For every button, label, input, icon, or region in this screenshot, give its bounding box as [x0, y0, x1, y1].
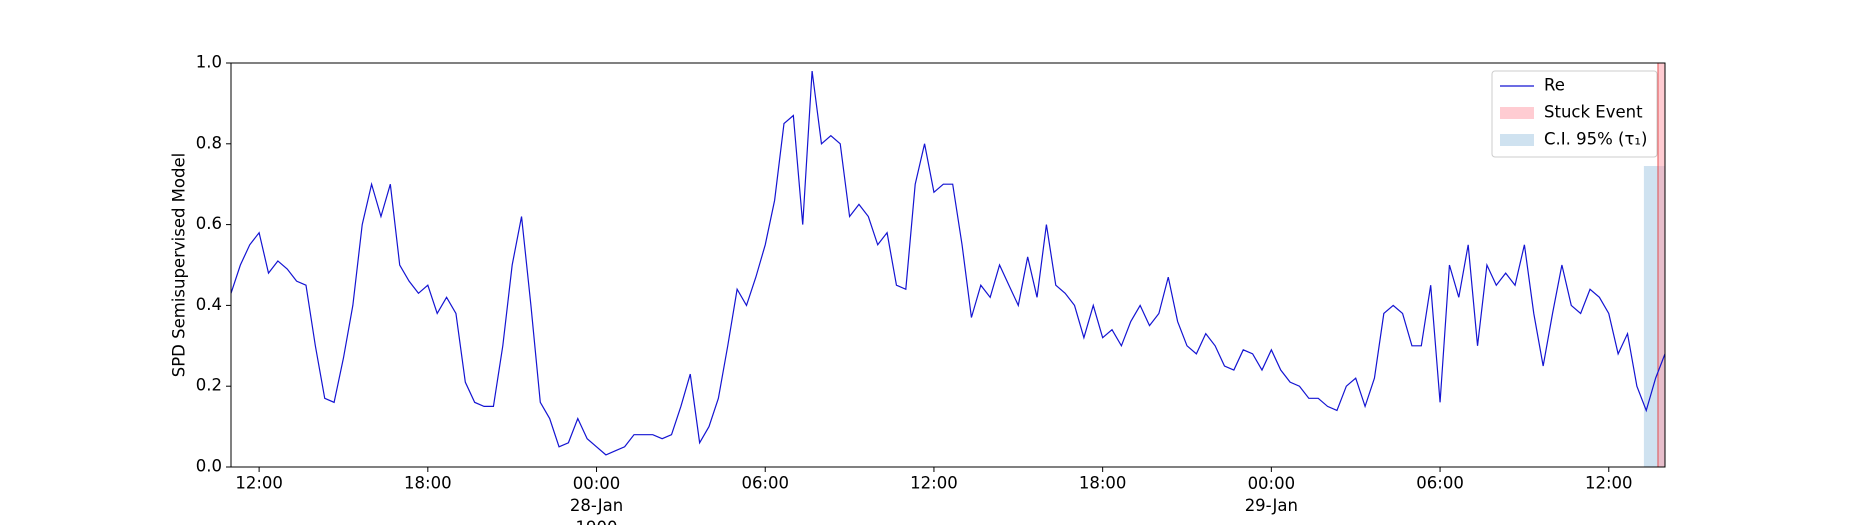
legend-patch: [1500, 107, 1534, 119]
plot-frame: [230, 62, 1666, 468]
y-tick-label: 0.0: [196, 457, 222, 476]
y-tick-label: 0.4: [196, 295, 222, 314]
y-tick-label: 0.2: [196, 376, 222, 395]
line: [230, 71, 1666, 456]
x-tick-label: 18:00: [1079, 474, 1127, 493]
x-tick-label: 12:00: [1585, 474, 1633, 493]
y-tick-label: 0.8: [196, 133, 222, 152]
x-tick-label: 12:00: [910, 474, 958, 493]
y-axis-label: SPD Semisupervised Model: [170, 153, 189, 377]
x-tick-label: 06:00: [1416, 474, 1464, 493]
legend-label: Re: [1544, 76, 1565, 95]
x-tick-label: 06:00: [741, 474, 789, 493]
legend-label: Stuck Event: [1544, 103, 1643, 122]
y-tick-label: 0.6: [196, 214, 222, 233]
span: [1657, 62, 1666, 468]
legend-label: C.I. 95% (τ₁): [1544, 130, 1647, 149]
x-tick-label: 12:00: [235, 474, 283, 493]
legend-patch: [1500, 134, 1534, 146]
x-tick-label: 00:00 29-Jan: [1245, 474, 1298, 515]
x-tick-label: 18:00: [404, 474, 452, 493]
y-tick-label: 1.0: [196, 53, 222, 72]
